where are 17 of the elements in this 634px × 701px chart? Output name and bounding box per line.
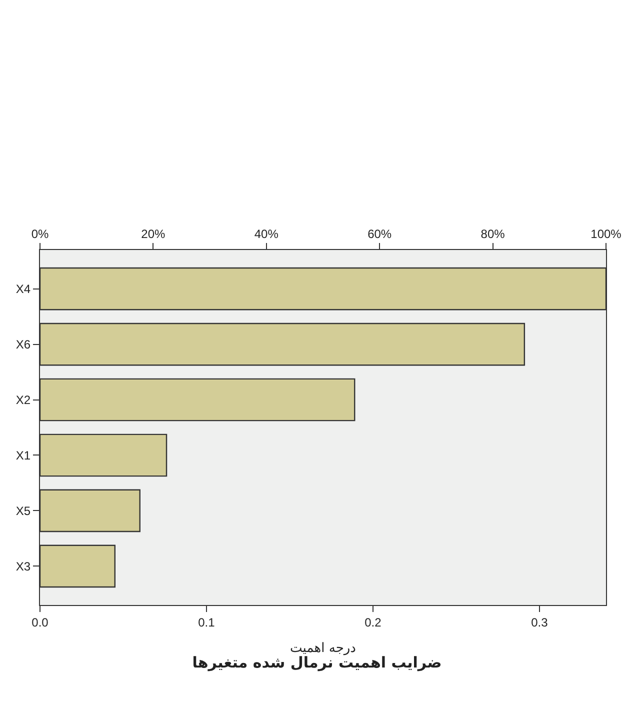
y-tick-label: X4 [16, 282, 31, 296]
x-tick-label: 0.0 [32, 615, 49, 630]
y-tick-label: X1 [16, 448, 31, 462]
x-tick-label: 0.2 [364, 615, 382, 630]
x2-tick-label: 40% [254, 227, 279, 242]
x2-tick-label: 60% [368, 227, 392, 242]
x-tick-label: 0.3 [531, 615, 548, 630]
x2-tick-label: 80% [480, 227, 506, 242]
y-tick-label: X3 [16, 559, 31, 574]
y-tick-label: X5 [16, 504, 31, 518]
y-tick-label: X6 [16, 338, 31, 352]
x-axis-title: درجه اهمیت [290, 641, 356, 656]
x2-tick-label: 100% [590, 227, 622, 242]
x-tick-label: 0.1 [198, 615, 216, 630]
x2-tick-label: 0% [31, 227, 49, 242]
x2-tick-label: 20% [141, 227, 166, 242]
y-tick-label: X2 [16, 392, 31, 407]
